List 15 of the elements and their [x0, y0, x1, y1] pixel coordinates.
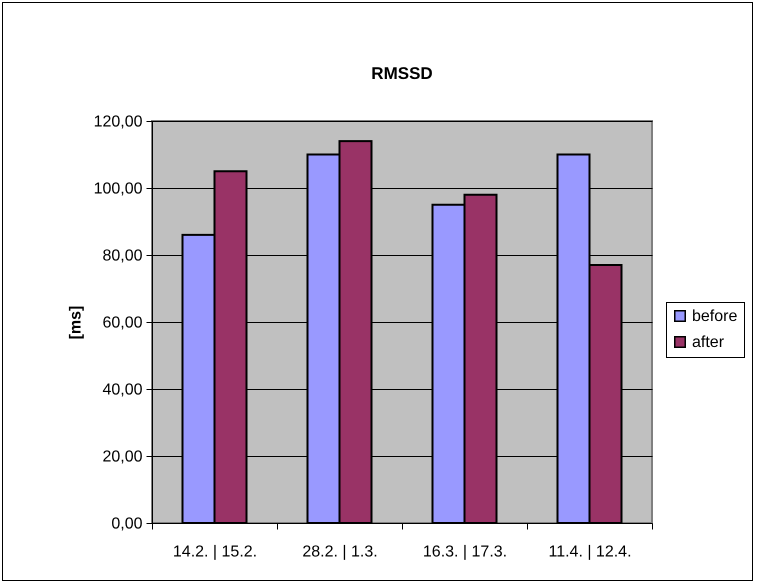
y-tick-label: 20,00: [102, 448, 143, 466]
y-tick-label: 0,00: [111, 516, 143, 532]
chart-title: RMSSD: [371, 64, 433, 83]
legend-label: before: [692, 308, 738, 325]
y-tick-label: 40,00: [102, 382, 143, 398]
x-tick-label: 14.2. | 15.2.: [172, 544, 258, 560]
y-tick-label: 80,00: [102, 248, 143, 264]
legend-label: after: [692, 334, 725, 351]
x-tick-label: 11.4. | 12.4.: [548, 544, 632, 560]
y-tick-label: 60,00: [102, 314, 143, 332]
y-tick-label: 120,00: [94, 114, 143, 130]
x-tick-label: 16.3. | 17.3.: [422, 544, 508, 560]
x-tick-label: 28.2. | 1.3.: [302, 544, 378, 560]
y-axis-title: [ms]: [68, 306, 85, 340]
y-tick-label: 100,00: [94, 180, 143, 198]
